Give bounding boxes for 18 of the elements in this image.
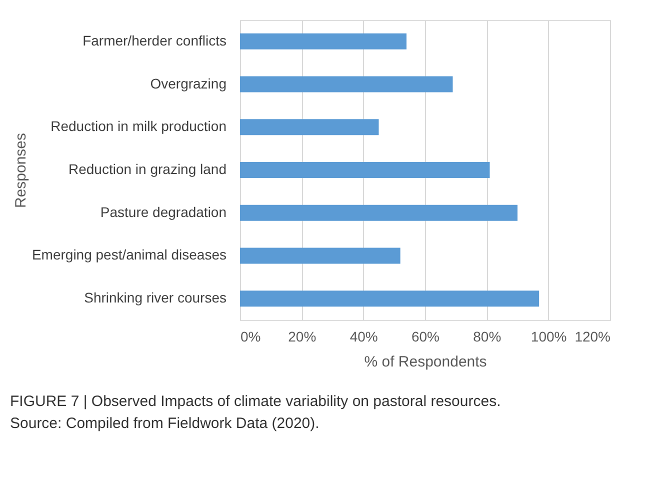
- source-note: Source: Compiled from Fieldwork Data (2020).: [10, 415, 320, 432]
- y-tick-label: Pasture degradation: [100, 204, 226, 220]
- x-tick-label: 0%: [240, 328, 261, 344]
- y-tick-label: Reduction in grazing land: [68, 161, 226, 177]
- caption: FIGURE 7 | Observed Impacts of climate variability on pastoral resources.: [10, 393, 501, 410]
- x-tick-label: 100%: [530, 328, 567, 344]
- x-tick-label: 80%: [473, 328, 502, 344]
- y-axis-title: Responses: [12, 132, 30, 208]
- x-tick-label: 20%: [288, 328, 316, 344]
- y-tick-label: Reduction in milk production: [50, 118, 226, 134]
- y-tick-label: Shrinking river courses: [84, 290, 226, 306]
- y-tick-label: Farmer/herder conflicts: [82, 32, 226, 48]
- y-tick-label: Emerging pest/animal diseases: [32, 246, 226, 263]
- x-tick-label: 120%: [574, 328, 610, 344]
- y-tick-label: Overgrazing: [150, 75, 226, 92]
- x-tick-label: 40%: [350, 328, 378, 344]
- x-tick-label: 60%: [411, 328, 440, 344]
- x-axis-title: % of Respondents: [364, 354, 487, 370]
